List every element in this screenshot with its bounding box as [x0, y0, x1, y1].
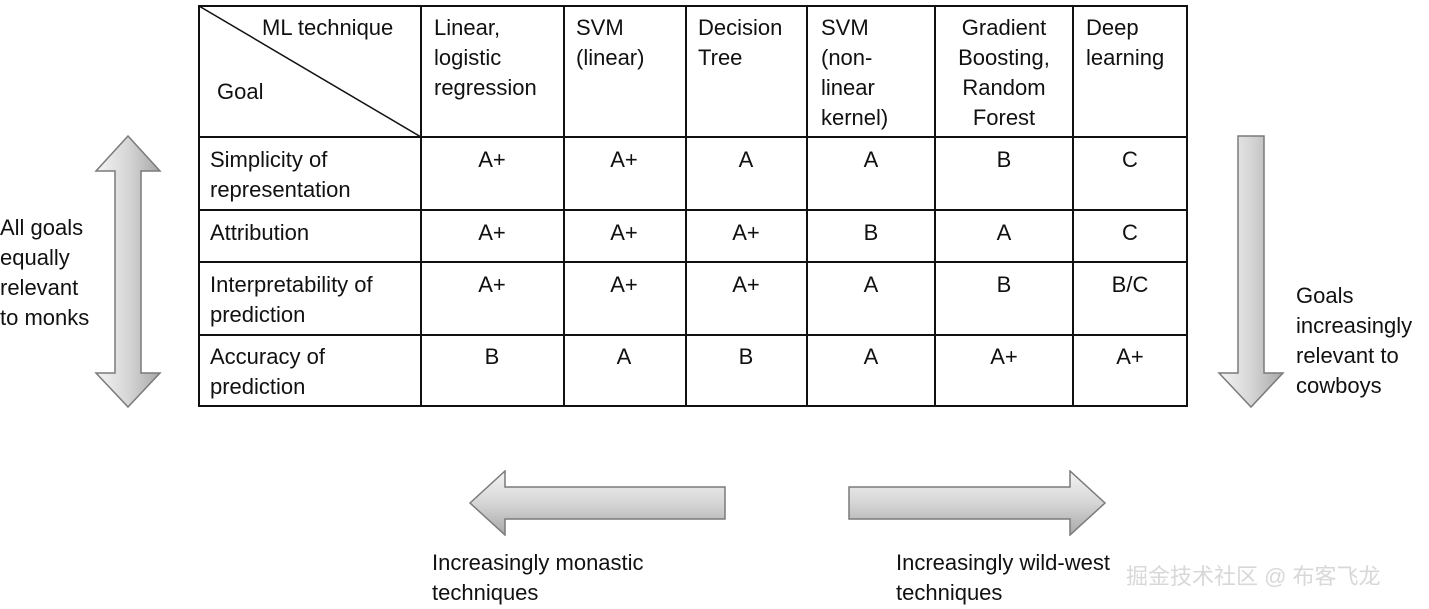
left-arrow — [469, 470, 726, 536]
grade-cell: B — [863, 220, 879, 245]
row-label: Accuracy of prediction — [210, 344, 325, 399]
column-header: SVM (non- linear kernel) — [821, 15, 889, 130]
grade-cell: B — [738, 344, 754, 369]
grade-cell: A+ — [478, 147, 506, 172]
grade-cell: A+ — [478, 272, 506, 297]
comparison-table: ML technique Goal Linear, logistic regre… — [198, 5, 1188, 407]
grade-cell: A+ — [610, 220, 638, 245]
grade-cell: A+ — [1116, 344, 1144, 369]
grade-cell: A+ — [732, 272, 760, 297]
grade-cell: C — [1122, 147, 1138, 172]
grade-cell: A+ — [990, 344, 1018, 369]
corner-goal-label: Goal — [217, 79, 264, 104]
column-header: Linear, logistic regression — [434, 15, 537, 100]
bottom-right-annotation: Increasingly wild-west techniques — [896, 550, 1110, 605]
grade-cell: A — [738, 147, 754, 172]
vertical-double-arrow — [94, 135, 162, 409]
grade-cell: B — [996, 272, 1012, 297]
grade-cell: B — [996, 147, 1012, 172]
down-arrow — [1217, 135, 1285, 409]
watermark: 掘金技术社区 @ 布客飞龙 — [1126, 564, 1381, 589]
row-label: Simplicity of representation — [210, 147, 351, 202]
right-arrow — [848, 470, 1107, 536]
grade-cell: B/C — [1111, 272, 1149, 297]
column-header: Decision Tree — [698, 15, 783, 70]
grade-cell: A — [996, 220, 1012, 245]
grade-cell: B — [484, 344, 500, 369]
row-label: Interpretability of prediction — [210, 272, 373, 327]
grade-cell: A+ — [610, 272, 638, 297]
bottom-left-annotation: Increasingly monastic techniques — [432, 550, 644, 605]
grade-cell: A — [863, 272, 879, 297]
grade-cell: A — [863, 147, 879, 172]
grade-cell: A+ — [610, 147, 638, 172]
grade-cell: A — [863, 344, 879, 369]
grade-cell: A+ — [478, 220, 506, 245]
corner-technique-label: ML technique — [262, 15, 394, 40]
right-annotation: Goals increasingly relevant to cowboys — [1296, 283, 1413, 398]
grade-cell: C — [1122, 220, 1138, 245]
left-annotation: All goals equally relevant to monks — [0, 215, 90, 330]
grade-cell: A — [616, 344, 632, 369]
table-grid-lines — [198, 5, 1188, 407]
column-header: SVM (linear) — [576, 15, 645, 70]
grade-cell: A+ — [732, 220, 760, 245]
column-header: Gradient Boosting, Random Forest — [958, 15, 1050, 130]
column-header: Deep learning — [1086, 15, 1165, 70]
row-label: Attribution — [210, 220, 310, 245]
